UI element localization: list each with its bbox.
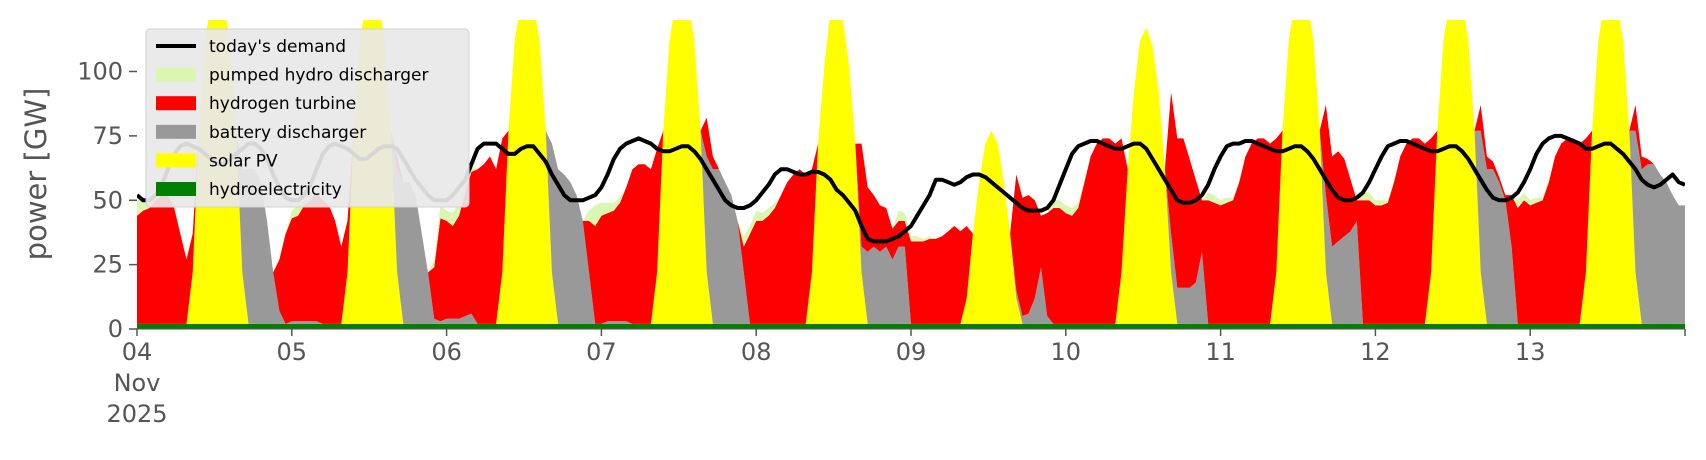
y-axis-title: power [GW] bbox=[19, 88, 53, 261]
y-tick-label: 50 bbox=[92, 186, 123, 214]
x-tick-label: 13 bbox=[1515, 338, 1546, 366]
legend-swatch-solar-pv bbox=[156, 153, 196, 168]
legend: today's demand pumped hydro discharger hyd… bbox=[145, 28, 470, 208]
x-tick-label: 05 bbox=[277, 338, 308, 366]
legend-box bbox=[145, 28, 470, 208]
area-hydroelectricity bbox=[137, 323, 1685, 329]
y-tick-label: 75 bbox=[92, 122, 123, 150]
x-tick-label: 2025 bbox=[106, 400, 167, 428]
x-tick-label: 07 bbox=[586, 338, 617, 366]
x-tick-label: 10 bbox=[1051, 338, 1082, 366]
legend-swatch-battery-discharger bbox=[156, 124, 196, 139]
y-tick-label: 100 bbox=[77, 58, 123, 86]
stacked-areas bbox=[137, 20, 1685, 329]
legend-label-solar-pv: solar PV bbox=[209, 151, 278, 171]
axes: 0 25 50 75 100 04 Nov 2025 05 06 07 08 09 10 11 12 13 bbox=[77, 58, 1686, 428]
x-tick-label: 04 bbox=[122, 338, 153, 366]
legend-swatch-hydrogen-turbine bbox=[156, 96, 196, 111]
area-solar-pv bbox=[137, 20, 1685, 324]
x-tick-label: 08 bbox=[741, 338, 772, 366]
y-tick-label: 0 bbox=[108, 315, 123, 343]
y-tick-label: 25 bbox=[92, 251, 123, 279]
legend-label-pumped-hydro-discharger: pumped hydro discharger bbox=[209, 66, 428, 86]
x-tick-label: Nov bbox=[114, 369, 161, 397]
x-tick-label: 11 bbox=[1205, 338, 1236, 366]
legend-label-battery-discharger: battery discharger bbox=[209, 123, 366, 143]
x-tick-label: 09 bbox=[896, 338, 927, 366]
x-tick-label: 06 bbox=[431, 338, 462, 366]
legend-label-today-s-demand: today's demand bbox=[209, 37, 346, 57]
legend-swatch-pumped-hydro-discharger bbox=[156, 67, 196, 82]
legend-label-hydrogen-turbine: hydrogen turbine bbox=[209, 94, 356, 114]
area-hydrogen-turbine bbox=[137, 20, 1685, 324]
legend-swatch-hydroelectricity bbox=[156, 182, 196, 196]
legend-label-hydroelectricity: hydroelectricity bbox=[209, 180, 342, 200]
x-tick-label: 12 bbox=[1360, 338, 1391, 366]
